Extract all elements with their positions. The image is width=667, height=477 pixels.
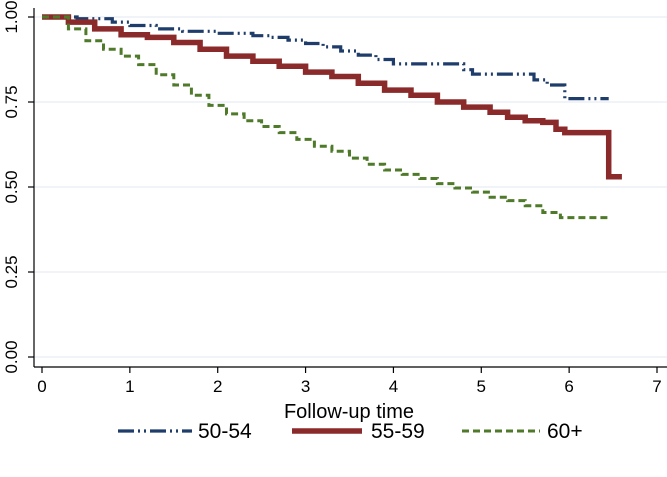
legend-label-50-54: 50-54 <box>198 420 252 443</box>
series-lines <box>42 14 622 220</box>
axes: 0.00 0.25 0.50 0.75 1.00 0 1 2 3 4 5 6 7 <box>2 0 667 396</box>
x-tick-label-2: 2 <box>213 377 222 396</box>
legend-label-60: 60+ <box>547 420 583 443</box>
legend-label-55-59: 55-59 <box>371 420 425 443</box>
y-tick-label-4: 1.00 <box>2 0 21 33</box>
y-tick-label-1: 0.25 <box>2 255 21 288</box>
y-tick-label-0: 0.00 <box>2 340 21 373</box>
series-line-60 <box>42 15 609 220</box>
x-tick-label-6: 6 <box>564 377 573 396</box>
x-tick-label-1: 1 <box>125 377 134 396</box>
x-tick-label-7: 7 <box>652 377 661 396</box>
x-axis-title: Follow-up time <box>284 401 414 423</box>
x-tick-label-4: 4 <box>389 377 398 396</box>
grid-lines <box>34 16 667 358</box>
series-line-50-54 <box>42 15 609 101</box>
y-tick-label-2: 0.50 <box>2 170 21 203</box>
x-tick-label-5: 5 <box>477 377 486 396</box>
y-tick-label-3: 0.75 <box>2 85 21 118</box>
series-line-55-59 <box>42 14 622 180</box>
x-tick-label-3: 3 <box>301 377 310 396</box>
x-tick-label-0: 0 <box>37 377 46 396</box>
legend: 50-54 55-59 60+ <box>118 420 583 443</box>
